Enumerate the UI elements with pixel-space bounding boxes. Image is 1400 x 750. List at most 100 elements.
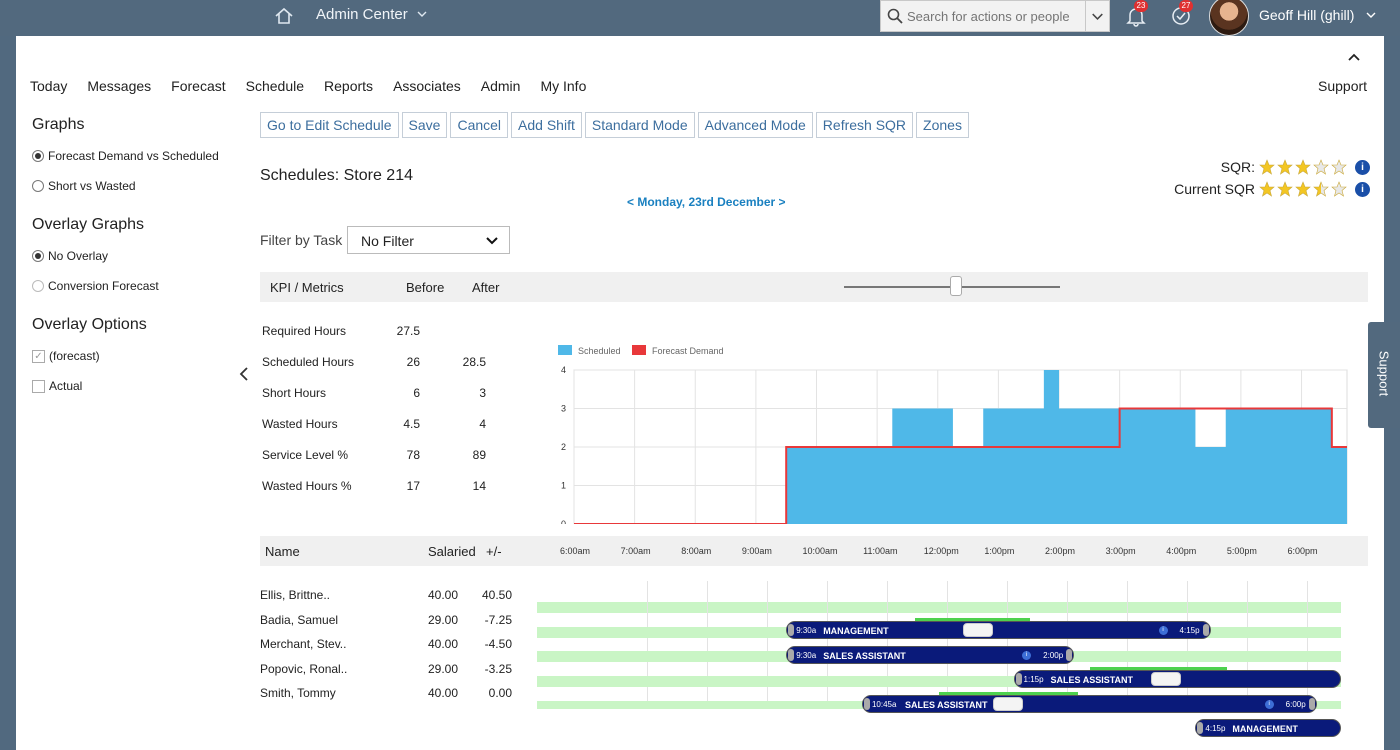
nav-my-info[interactable]: My Info [540, 78, 587, 94]
star-icon [1331, 181, 1347, 197]
save-button[interactable]: Save [401, 112, 448, 138]
overlay-check-forecast[interactable]: ✓ (forecast) [32, 348, 242, 364]
kpi-header-metric: KPI / Metrics [270, 280, 344, 295]
gridline [647, 581, 648, 709]
shift-bar[interactable]: 9:30a SALES ASSISTANT 2:00p i [786, 645, 1075, 664]
info-icon[interactable]: i [1158, 626, 1168, 635]
add-shift-button[interactable]: Add Shift [511, 112, 582, 138]
user-name[interactable]: Geoff Hill (ghill) [1259, 7, 1355, 23]
shift-resize-handle[interactable] [788, 648, 795, 661]
radio-button[interactable] [32, 180, 44, 192]
overlay-option-none[interactable]: No Overlay [32, 248, 242, 264]
tasks-button[interactable]: 27 [1169, 0, 1193, 28]
gridline [1247, 581, 1248, 709]
search-input[interactable] [907, 6, 1082, 26]
associate-diff: -7.25 [484, 612, 512, 627]
associate-name[interactable]: Popovic, Ronal.. [260, 661, 348, 676]
shift-resize-handle[interactable] [1308, 697, 1315, 710]
shift-bar[interactable]: 4:15p MANAGEMENT [1195, 719, 1341, 737]
chevron-up-icon[interactable] [1346, 50, 1362, 66]
cancel-button[interactable]: Cancel [450, 112, 509, 138]
associate-salaried: 40.00 [427, 637, 458, 651]
checkbox[interactable]: ✓ [32, 349, 45, 363]
filter-value: No Filter [361, 233, 414, 249]
overlay-graphs-title: Overlay Graphs [32, 216, 145, 233]
standard-mode-button[interactable]: Standard Mode [584, 112, 695, 138]
table-row[interactable]: Ellis, Brittne.. 40.00 40.50 [260, 584, 540, 609]
zones-button[interactable]: Zones [916, 112, 969, 138]
associate-name[interactable]: Smith, Tommy [260, 686, 336, 700]
gridline [947, 581, 948, 709]
nav-forecast[interactable]: Forecast [171, 78, 226, 94]
table-row[interactable]: Popovic, Ronal.. 29.00 -3.25 [260, 658, 540, 683]
checkbox[interactable] [32, 379, 45, 393]
overlay-option-conversion[interactable]: Conversion Forecast [32, 278, 242, 294]
table-row[interactable]: Badia, Samuel 29.00 -7.25 [260, 609, 540, 634]
break-marker[interactable] [963, 623, 993, 637]
radio-button[interactable] [32, 150, 44, 162]
nav-associates[interactable]: Associates [393, 78, 461, 94]
overlay-check-actual[interactable]: Actual [32, 378, 242, 394]
chevron-down-icon[interactable] [1365, 9, 1377, 21]
break-marker[interactable] [993, 696, 1024, 711]
info-icon[interactable]: i [1264, 699, 1274, 709]
zoom-slider-handle[interactable] [950, 276, 962, 296]
go-to-edit-schedule-button[interactable]: Go to Edit Schedule [260, 112, 399, 138]
kpi-before: 26 [406, 355, 420, 369]
nav-schedule[interactable]: Schedule [245, 78, 305, 94]
table-row[interactable]: Smith, Tommy 40.00 0.00 [260, 682, 540, 707]
nav-admin[interactable]: Admin [480, 78, 521, 94]
break-marker[interactable] [1150, 672, 1181, 686]
support-side-tab[interactable]: Support [1368, 322, 1400, 428]
nav-reports[interactable]: Reports [324, 78, 374, 94]
chevron-down-icon[interactable] [416, 8, 428, 20]
search-scope-dropdown-icon[interactable] [1085, 1, 1109, 31]
shift-gantt: 9:30a MANAGEMENT 4:15p i 9:30a SALES ASSISTAN… [537, 581, 1343, 737]
info-icon[interactable]: i [1022, 650, 1032, 660]
shift-resize-handle[interactable] [1197, 722, 1204, 734]
graph-option-forecast-vs-scheduled[interactable]: Forecast Demand vs Scheduled [32, 148, 242, 164]
shift-resize-handle[interactable] [1202, 624, 1209, 636]
associate-name[interactable]: Badia, Samuel [260, 612, 339, 627]
graphs-title: Graphs [32, 116, 85, 133]
avatar[interactable] [1209, 0, 1249, 36]
app-title[interactable]: Admin Center [316, 6, 408, 23]
time-tick-label: 4:00pm [1166, 546, 1197, 556]
table-row[interactable]: Merchant, Stev.. 40.00 -4.50 [260, 633, 540, 658]
support-link[interactable]: Support [1318, 78, 1368, 94]
star-icon [1259, 181, 1275, 197]
gridline [1007, 581, 1008, 709]
assoc-header-diff: +/- [486, 544, 502, 559]
time-tick-label: 11:00am [863, 546, 898, 556]
shift-resize-handle[interactable] [1066, 648, 1073, 661]
associate-name[interactable]: Merchant, Stev.. [260, 637, 347, 651]
shift-bar[interactable]: 10:45a SALES ASSISTANT 6:00p i [861, 691, 1317, 713]
advanced-mode-button[interactable]: Advanced Mode [697, 112, 813, 138]
shift-resize-handle[interactable] [1015, 673, 1022, 685]
radio-label: Forecast Demand vs Scheduled [48, 149, 219, 163]
gridline [827, 581, 828, 709]
shift-resize-handle[interactable] [788, 624, 795, 636]
info-icon[interactable]: i [1355, 159, 1370, 175]
kpi-name: Service Level % [262, 448, 349, 462]
kpi-name: Wasted Hours % [262, 479, 352, 493]
graph-option-short-vs-wasted[interactable]: Short vs Wasted [32, 178, 242, 194]
radio-button[interactable] [32, 250, 44, 262]
shift-start-time: 1:15p [1023, 675, 1044, 684]
nav-messages[interactable]: Messages [87, 78, 152, 94]
nav-today[interactable]: Today [30, 78, 68, 94]
home-icon[interactable] [274, 6, 294, 26]
y-tick-label: 2 [561, 442, 566, 452]
radio-button[interactable] [32, 280, 44, 292]
shift-bar[interactable]: 9:30a MANAGEMENT 4:15p i [786, 618, 1211, 639]
filter-by-task-select[interactable]: No Filter [347, 226, 510, 254]
date-navigator[interactable]: < Monday, 23rd December > [627, 195, 786, 209]
collapse-sidebar-icon[interactable] [238, 366, 250, 382]
shift-bar[interactable]: 1:15p SALES ASSISTANT [1013, 667, 1341, 688]
associate-name[interactable]: Ellis, Brittne.. [260, 588, 331, 602]
notifications-button[interactable]: 23 [1124, 0, 1148, 28]
info-icon[interactable]: i [1355, 181, 1370, 197]
sqr-stars [1259, 159, 1349, 175]
refresh-sqr-button[interactable]: Refresh SQR [815, 112, 914, 138]
shift-resize-handle[interactable] [863, 697, 870, 710]
